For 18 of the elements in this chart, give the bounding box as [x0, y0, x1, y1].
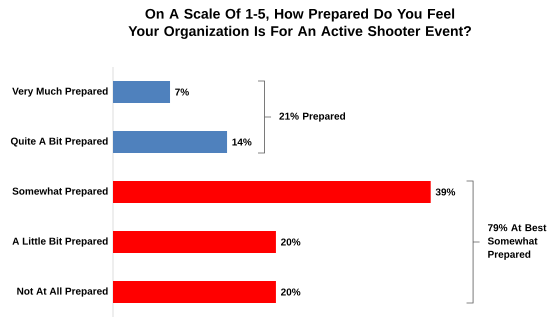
annotation: 21% Prepared	[279, 112, 346, 122]
bar	[113, 281, 276, 304]
bar	[113, 231, 276, 254]
bar	[113, 81, 170, 104]
chart-title: On A Scale Of 1-5, How Prepared Do You Feel Your Organization Is For An Active Shooter Event?	[128, 8, 471, 39]
bar	[113, 131, 228, 153]
data-label: 20%	[280, 238, 300, 246]
bar	[113, 181, 431, 203]
data-label: 20%	[280, 288, 300, 296]
data-label: 7%	[175, 88, 189, 96]
text: 79% At Best Somewhat Prepared	[488, 224, 546, 260]
data-label: 39%	[436, 188, 456, 196]
y-tick-label: A Little Bit Prepared	[12, 237, 108, 247]
y-tick-label: Quite A Bit Prepared	[10, 137, 108, 147]
data-label: 14%	[232, 138, 252, 146]
y-tick-label: Not At All Prepared	[17, 287, 108, 297]
y-tick-label: Somewhat Prepared	[12, 187, 108, 197]
y-tick-label: Very Much Prepared	[12, 87, 108, 97]
